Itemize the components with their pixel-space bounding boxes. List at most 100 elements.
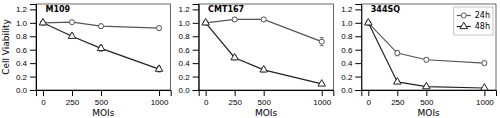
marker: [232, 17, 237, 22]
tick-mark: [484, 90, 485, 96]
tick-mark: [72, 90, 73, 96]
tick: 500: [95, 90, 109, 107]
tick: 0.0: [341, 86, 361, 95]
tick-mark: [30, 50, 36, 51]
tick-label: 0: [204, 98, 209, 107]
marker: [482, 61, 487, 66]
tick: 0.6: [16, 46, 36, 55]
error-bar: [482, 61, 486, 65]
tick-mark: [206, 90, 207, 96]
tick: 500: [257, 90, 271, 107]
tick: 0.4: [341, 59, 361, 68]
tick: 0.2: [341, 73, 361, 82]
tick: 1.2: [179, 5, 199, 14]
tick: 0.0: [179, 86, 199, 95]
tick-mark: [193, 36, 199, 37]
tick: 1.2: [341, 5, 361, 14]
axis-domain: [199, 91, 334, 97]
tick-label: 0.0: [341, 86, 353, 95]
panel: 025050010000.00.20.40.60.81.01.2MOIsCell…: [1, 4, 171, 118]
tick-mark: [426, 90, 427, 96]
tick-mark: [235, 90, 236, 96]
tick-label: 0.8: [179, 32, 191, 41]
error-bar: [157, 26, 161, 30]
x-axis-title: MOIs: [255, 108, 278, 118]
tick-mark: [193, 9, 199, 10]
tick-mark: [355, 63, 361, 64]
tick-label: 0.6: [179, 46, 191, 55]
tick: 1000: [151, 90, 169, 107]
tick-mark: [322, 90, 323, 96]
error-bar: [233, 17, 237, 21]
x-axis-title: MOIs: [418, 108, 441, 118]
line: [206, 19, 322, 41]
tick-label: 0.8: [16, 32, 28, 41]
tick: 500: [420, 90, 434, 107]
legend-item: 48h: [457, 22, 490, 31]
tick: 0.0: [16, 86, 36, 95]
tick-label: 500: [95, 98, 109, 107]
marker: [68, 32, 75, 38]
axis-domain: [30, 5, 37, 91]
tick-label: 0: [41, 98, 46, 107]
tick-label: 250: [391, 98, 405, 107]
error-bar: [320, 38, 324, 46]
tick-label: 0.6: [16, 46, 28, 55]
error-bar: [424, 58, 428, 62]
marker: [202, 19, 209, 25]
tick-mark: [355, 90, 361, 91]
tick: 1.0: [16, 19, 36, 28]
tick-mark: [193, 23, 199, 24]
tick: 250: [228, 90, 242, 107]
tick-label: 1.2: [16, 5, 28, 14]
tick: 0: [204, 90, 209, 107]
marker: [157, 26, 162, 31]
tick-label: 250: [66, 98, 80, 107]
marker: [261, 17, 266, 22]
tick-label: 0.8: [341, 32, 353, 41]
tick-label: 0.4: [341, 59, 353, 68]
legend-marker: [461, 13, 466, 18]
y-axis: 0.00.20.40.60.81.01.2: [179, 5, 200, 96]
legend: 24h48h: [454, 7, 493, 35]
tick-mark: [368, 90, 369, 96]
tick: 1.0: [341, 19, 361, 28]
tick: 0: [41, 90, 46, 107]
marker: [39, 19, 46, 25]
tick-mark: [355, 9, 361, 10]
panel: 025050010000.00.20.40.60.81.01.2MOIsCMT1…: [179, 4, 334, 118]
tick: 0.6: [179, 46, 199, 55]
marker: [395, 51, 400, 56]
tick-label: 0.0: [179, 86, 191, 95]
error-bar: [262, 17, 266, 21]
error-bar: [99, 24, 103, 28]
tick-label: 0.0: [16, 86, 28, 95]
panel: 025050010000.00.20.40.60.81.01.2MOIs344S…: [341, 4, 496, 118]
tick: 1.2: [16, 5, 36, 14]
tick: 250: [391, 90, 405, 107]
tick: 0.2: [16, 73, 36, 82]
line: [206, 23, 322, 84]
tick-mark: [30, 63, 36, 64]
tick-label: 0.4: [179, 59, 191, 68]
series: [202, 19, 326, 87]
tick-label: 1000: [476, 98, 494, 107]
y-axis-title: Cell Viability: [1, 18, 11, 74]
tick-label: 0.2: [341, 73, 353, 82]
tick-mark: [30, 36, 36, 37]
tick-label: 500: [420, 98, 434, 107]
tick-label: 250: [228, 98, 242, 107]
tick: 1000: [476, 90, 494, 107]
tick-mark: [30, 77, 36, 78]
plot-frame: [199, 4, 334, 90]
x-axis: 0 250 500 1000: [37, 90, 172, 107]
tick-label: 0: [367, 98, 372, 107]
marker: [319, 39, 324, 44]
tick-mark: [355, 36, 361, 37]
tick-mark: [193, 90, 199, 91]
marker: [155, 65, 162, 71]
marker: [98, 24, 103, 29]
tick-label: 0.4: [16, 59, 28, 68]
marker: [97, 44, 104, 50]
title: M109: [45, 5, 70, 14]
